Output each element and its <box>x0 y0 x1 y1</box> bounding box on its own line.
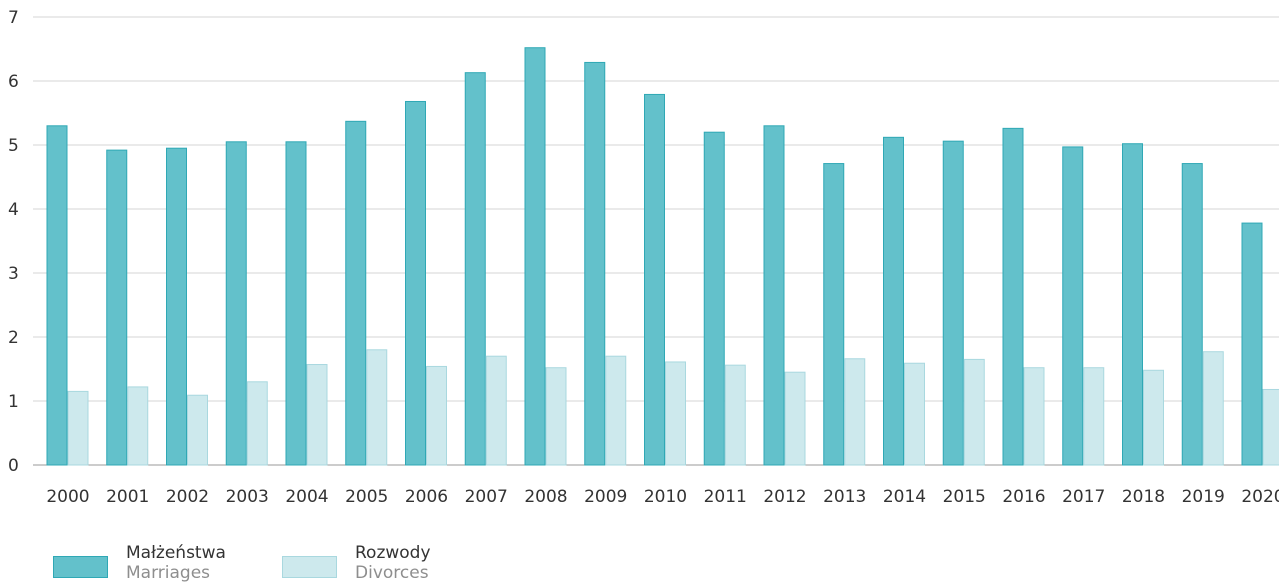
bar-marriages-2009 <box>584 61 606 466</box>
bar-divorces-2001 <box>127 386 149 466</box>
bar-divorces-2016 <box>1023 367 1045 466</box>
y-axis: 0 1 2 3 4 5 6 7 <box>8 8 19 476</box>
y-tick-label: 5 <box>8 136 19 156</box>
bar-divorces-2003 <box>246 381 268 466</box>
x-tick-label: 2010 <box>644 487 687 507</box>
bar-marriages-2010 <box>644 93 665 466</box>
x-tick-label: 2014 <box>883 487 926 507</box>
bar-marriages-2020 <box>1241 222 1263 466</box>
bar-divorces-2011 <box>724 364 746 466</box>
bar-marriages-2006 <box>405 100 426 466</box>
bar-marriages-2012 <box>763 125 785 466</box>
bar-divorces-2015 <box>963 358 985 466</box>
x-tick-label: 2011 <box>704 487 747 507</box>
bar-divorces-2009 <box>605 355 627 466</box>
bar-divorces-2004 <box>306 364 328 466</box>
x-tick-label: 2016 <box>1002 487 1045 507</box>
bar-marriages-2002 <box>166 147 187 466</box>
x-tick-label: 2019 <box>1182 487 1225 507</box>
x-tick-label: 2006 <box>405 487 448 507</box>
x-tick-label: 2013 <box>823 487 866 507</box>
x-tick-label: 2004 <box>285 487 328 507</box>
bar-marriages-2019 <box>1181 163 1203 466</box>
x-axis: 2000 2001 2002 2003 2004 2005 2006 2007 2008 2009… <box>46 487 1279 507</box>
x-tick-label: 2003 <box>226 487 269 507</box>
bar-marriages-2015 <box>942 140 964 466</box>
y-tick-label: 6 <box>8 72 19 92</box>
legend-label-divorces-pl: Rozwody <box>355 543 431 563</box>
x-tick-label: 2009 <box>584 487 627 507</box>
bar-marriages-2013 <box>823 163 845 466</box>
legend-label-divorces-en: Divorces <box>355 563 429 583</box>
x-tick-label: 2000 <box>46 487 89 507</box>
bar-divorces-2005 <box>366 349 388 466</box>
bar-divorces-2014 <box>904 362 925 466</box>
bar-marriages-2004 <box>285 141 307 466</box>
bar-marriages-2011 <box>703 131 725 466</box>
y-tick-label: 3 <box>8 264 19 284</box>
y-tick-label: 7 <box>8 8 19 28</box>
x-tick-label: 2020 <box>1241 487 1279 507</box>
x-tick-label: 2005 <box>345 487 388 507</box>
x-tick-label: 2001 <box>106 487 149 507</box>
legend-label-marriages-en: Marriages <box>126 563 211 583</box>
bar-divorces-2007 <box>485 355 507 466</box>
bar-divorces-2019 <box>1202 351 1224 466</box>
bar-marriages-2018 <box>1122 143 1143 466</box>
y-tick-label: 4 <box>8 200 19 220</box>
legend-label-marriages-pl: Małżeństwa <box>126 543 226 563</box>
bar-marriages-2005 <box>345 120 367 466</box>
x-tick-label: 2007 <box>465 487 508 507</box>
x-tick-label: 2012 <box>763 487 806 507</box>
x-tick-label: 2008 <box>524 487 567 507</box>
x-tick-label: 2002 <box>166 487 209 507</box>
bar-divorces-2006 <box>426 365 447 466</box>
legend-divorces: Rozwody Divorces <box>282 543 431 583</box>
bar-divorces-2002 <box>187 394 208 466</box>
bar-divorces-2020 <box>1262 388 1279 466</box>
bar-marriages-2014 <box>883 136 904 466</box>
y-tick-label: 0 <box>8 456 19 476</box>
bar-marriages-2000 <box>46 125 68 466</box>
bar-divorces-2012 <box>784 371 806 466</box>
bar-divorces-2018 <box>1143 369 1164 466</box>
bar-marriages-2008 <box>524 47 546 466</box>
bar-marriages-2003 <box>225 141 247 466</box>
bar-divorces-2000 <box>67 390 89 466</box>
bar-marriages-2016 <box>1002 127 1024 466</box>
y-tick-label: 1 <box>8 392 19 412</box>
bar-divorces-2017 <box>1083 367 1105 466</box>
bar-divorces-2008 <box>545 367 567 466</box>
bars <box>46 47 1279 466</box>
bar-marriages-2017 <box>1062 146 1084 466</box>
x-tick-label: 2018 <box>1122 487 1165 507</box>
y-tick-label: 2 <box>8 328 19 348</box>
x-tick-label: 2017 <box>1062 487 1105 507</box>
legend-swatch-marriages <box>53 556 108 578</box>
legend-marriages: Małżeństwa Marriages <box>53 543 226 583</box>
bar-marriages-2007 <box>464 72 486 466</box>
bar-divorces-2013 <box>844 358 866 466</box>
bar-marriages-2001 <box>106 149 128 466</box>
bar-divorces-2010 <box>665 361 686 466</box>
x-tick-label: 2015 <box>943 487 986 507</box>
legend-swatch-divorces <box>282 556 337 578</box>
